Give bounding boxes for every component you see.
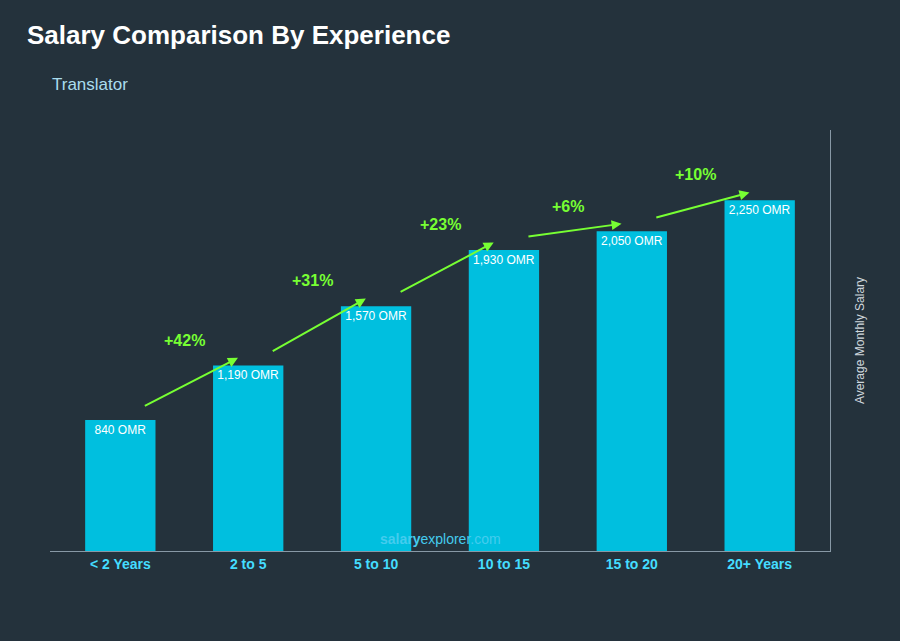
- svg-text:1,570 OMR: 1,570 OMR: [345, 309, 407, 323]
- svg-text:2,050 OMR: 2,050 OMR: [601, 234, 663, 248]
- svg-text:1,190 OMR: 1,190 OMR: [217, 368, 279, 382]
- svg-text:+6%: +6%: [552, 198, 584, 215]
- svg-text:< 2 Years: < 2 Years: [90, 556, 151, 572]
- svg-text:Salary Comparison By Experienc: Salary Comparison By Experience: [27, 20, 450, 50]
- svg-text:840 OMR: 840 OMR: [94, 423, 146, 437]
- svg-text:salaryexplorer.com: salaryexplorer.com: [380, 531, 501, 547]
- svg-text:+42%: +42%: [164, 332, 205, 349]
- svg-text:+10%: +10%: [675, 166, 716, 183]
- svg-text:1,930 OMR: 1,930 OMR: [473, 253, 535, 267]
- svg-text:Translator: Translator: [52, 75, 128, 94]
- svg-text:+31%: +31%: [292, 272, 333, 289]
- svg-text:10 to 15: 10 to 15: [478, 556, 530, 572]
- svg-text:20+ Years: 20+ Years: [727, 556, 792, 572]
- svg-text:2,250 OMR: 2,250 OMR: [729, 203, 791, 217]
- svg-text:2 to 5: 2 to 5: [230, 556, 267, 572]
- svg-text:5 to 10: 5 to 10: [354, 556, 399, 572]
- svg-text:15 to 20: 15 to 20: [606, 556, 658, 572]
- svg-text:Average Monthly Salary: Average Monthly Salary: [853, 277, 867, 404]
- svg-text:+23%: +23%: [420, 216, 461, 233]
